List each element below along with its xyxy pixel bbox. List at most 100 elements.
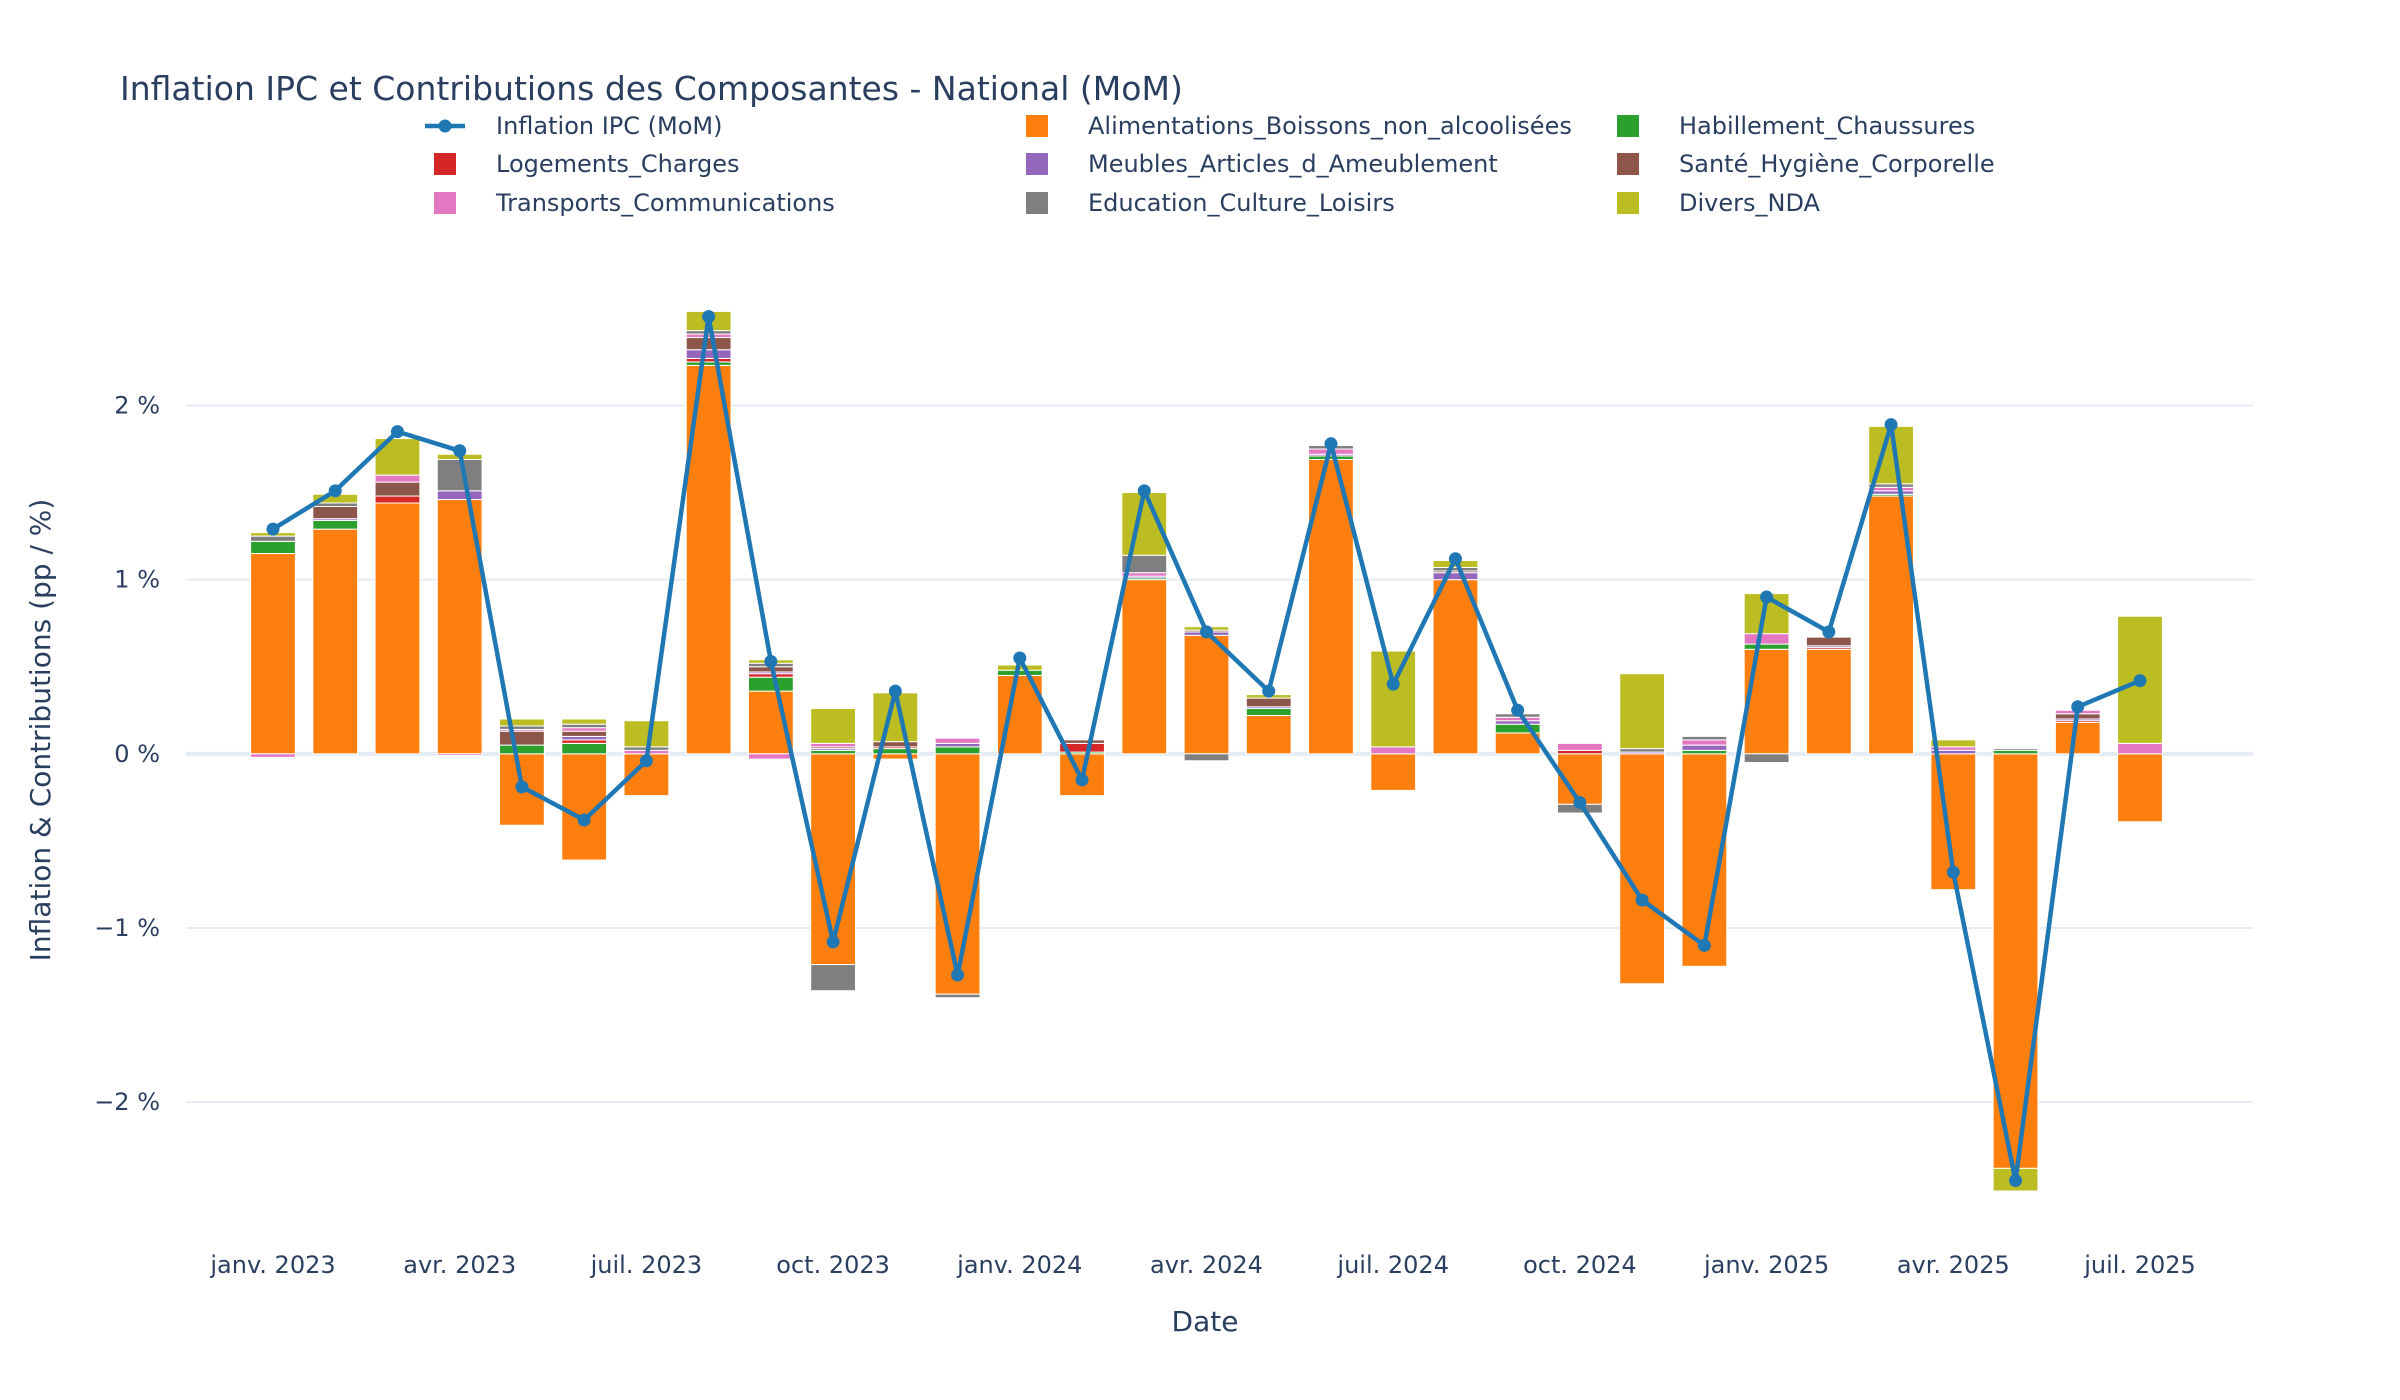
legend: Inflation IPC (MoM) Alimentations_Boisson… <box>425 112 1995 217</box>
bar-segment <box>1370 753 1417 791</box>
bar-segment <box>1370 650 1417 748</box>
bar-segment <box>1494 716 1541 722</box>
y-tick-label: 1 % <box>114 566 160 594</box>
bar-segment <box>934 742 981 748</box>
y-tick-layer: 2 % 1 % 0 % −1 % −2 % <box>94 391 160 1116</box>
bar-segment <box>1868 490 1914 495</box>
inflation-point <box>1200 625 1213 639</box>
bar-segment <box>1556 742 1603 751</box>
inflation-point <box>764 655 778 669</box>
inflation-point <box>1075 773 1089 787</box>
x-tick-label: janv. 2023 <box>209 1251 335 1279</box>
bar-segment <box>312 505 359 520</box>
x-tick-layer: janv. 2023 avr. 2023 juil. 2023 oct. 2023 ja… <box>209 1251 2195 1279</box>
inflation-point <box>1760 590 1774 604</box>
bar-segment <box>810 753 857 966</box>
inflation-point <box>1635 893 1649 907</box>
bar-segment <box>934 746 981 755</box>
inflation-point <box>2009 1174 2023 1188</box>
bar-segment <box>1432 579 1479 755</box>
bar-segment <box>1743 648 1790 755</box>
x-tick-label: oct. 2024 <box>1523 1251 1637 1279</box>
inflation-point <box>390 425 404 439</box>
bar-segment <box>561 727 608 732</box>
legend-color-swatch <box>1026 192 1048 214</box>
bar-segment <box>1805 636 1852 647</box>
bar-segment <box>1743 633 1790 645</box>
inflation-point <box>515 780 529 794</box>
legend-item[interactable]: Divers_NDA <box>1617 189 1821 217</box>
bar-segment <box>1992 748 2039 751</box>
legend-item[interactable]: Inflation IPC (MoM) <box>425 112 722 140</box>
x-tick-label: avr. 2025 <box>1897 1251 2010 1279</box>
inflation-point <box>1386 677 1400 691</box>
bar-segment <box>1805 648 1852 755</box>
bar-segment <box>561 735 608 741</box>
x-tick-label: janv. 2025 <box>1703 1251 1829 1279</box>
legend-label: Alimentations_Boissons_non_alcoolisées <box>1088 112 1572 140</box>
bar-segment <box>2117 742 2163 755</box>
bar-segment <box>2054 721 2101 755</box>
legend-item[interactable]: Transports_Communications <box>434 189 835 217</box>
bar-segment <box>250 753 296 758</box>
bar-segment <box>1183 753 1230 762</box>
bar-segment <box>747 676 794 692</box>
bar-segment <box>436 490 483 501</box>
bar-segment <box>1308 455 1354 460</box>
x-tick-label: juil. 2023 <box>590 1251 703 1279</box>
legend-label: Habillement_Chaussures <box>1679 112 1975 140</box>
legend-item[interactable]: Meubles_Articles_d_Ameublement <box>1026 150 1498 178</box>
bar-segment <box>685 333 732 339</box>
y-tick-label: −1 % <box>94 914 160 942</box>
bar-segment <box>1619 673 1666 750</box>
inflation-point <box>888 684 902 698</box>
bar-segment <box>312 528 359 755</box>
bar-segment <box>1930 739 1977 748</box>
legend-item[interactable]: Education_Culture_Loisirs <box>1026 189 1395 217</box>
legend-label: Inflation IPC (MoM) <box>496 112 722 140</box>
legend-label: Santé_Hygiène_Corporelle <box>1679 150 1995 178</box>
bar-segment <box>1556 749 1603 755</box>
x-tick-label: oct. 2023 <box>776 1251 890 1279</box>
chart-title: Inflation IPC et Contributions des Compo… <box>120 69 1183 108</box>
legend-color-swatch <box>434 192 456 214</box>
inflation-point <box>577 813 591 827</box>
bar-segment <box>810 742 857 748</box>
bar-segment <box>747 753 794 760</box>
x-tick-label: janv. 2024 <box>956 1251 1082 1279</box>
legend-item[interactable]: Alimentations_Boissons_non_alcoolisées <box>1026 112 1572 140</box>
bar-segment <box>1370 746 1417 755</box>
legend-item[interactable]: Habillement_Chaussures <box>1617 112 1975 140</box>
x-tick-label: juil. 2025 <box>2083 1251 2196 1279</box>
bar-segment <box>1681 739 1728 746</box>
bar-segment <box>934 737 981 744</box>
inflation-point <box>1511 703 1525 717</box>
bar-segment <box>561 742 608 755</box>
x-tick-label: avr. 2024 <box>1150 1251 1263 1279</box>
bar-segment <box>499 744 545 755</box>
inflation-point <box>1013 651 1027 665</box>
legend-color-swatch <box>1026 115 1048 137</box>
bar-segment <box>747 673 794 678</box>
bar-segment <box>1681 749 1728 755</box>
legend-item[interactable]: Logements_Charges <box>434 150 740 178</box>
inflation-point <box>702 310 716 324</box>
bar-segment <box>685 361 732 366</box>
y-tick-label: −2 % <box>94 1088 160 1116</box>
bar-segment <box>685 337 732 351</box>
bar-segment <box>374 495 421 504</box>
bar-segment <box>1619 753 1666 985</box>
bar-segment <box>312 519 359 530</box>
bar-segment <box>623 720 670 748</box>
legend-item[interactable]: Santé_Hygiène_Corporelle <box>1617 150 1995 178</box>
inflation-point <box>1697 938 1711 952</box>
bar-segment <box>1121 579 1168 755</box>
inflation-point <box>1262 684 1276 698</box>
inflation-point <box>2133 674 2147 688</box>
inflation-point <box>639 754 653 768</box>
bar-segment <box>1059 739 1105 744</box>
legend-label: Transports_Communications <box>495 189 835 217</box>
legend-label: Logements_Charges <box>496 150 740 178</box>
bar-segment <box>436 753 483 757</box>
